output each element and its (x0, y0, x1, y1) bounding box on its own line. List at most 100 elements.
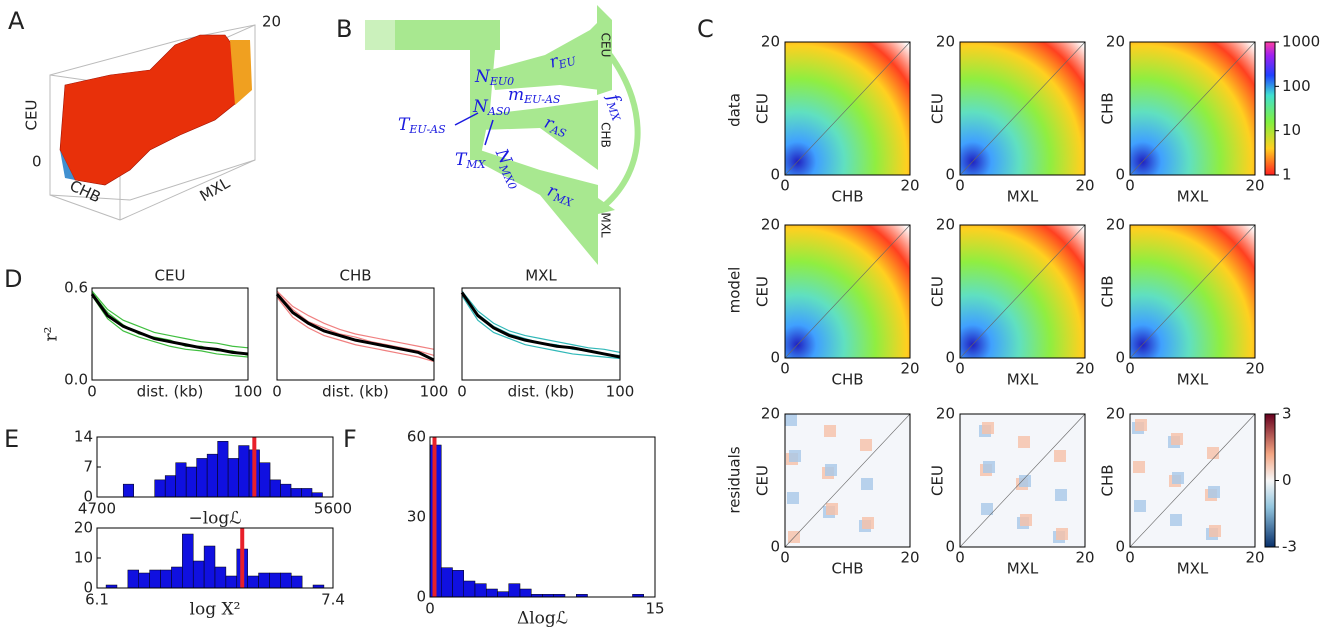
line-series (461, 293, 621, 357)
colorbar-tick-label: 3 (1282, 405, 1292, 423)
heatmap-cell (862, 517, 874, 529)
axes-frame (784, 413, 911, 548)
heatmap-cell (1171, 433, 1183, 445)
y-tick-label: 20 (761, 33, 780, 51)
x-axis-label: MXL (1177, 560, 1209, 578)
x-axis-label: CHB (831, 560, 863, 578)
y-tick-label: 0 (945, 166, 955, 184)
histogram-bar (259, 462, 271, 498)
x-axis-label: MXL (1177, 188, 1209, 206)
y-tick-label: 0 (945, 349, 955, 367)
chart-title: CHB (339, 267, 371, 285)
axes-frame (959, 413, 1086, 548)
line-series (90, 293, 249, 356)
histogram-bar (171, 566, 183, 589)
axes-frame (784, 224, 911, 359)
voxel-surface (230, 40, 252, 105)
panel-label: D (4, 265, 22, 293)
axis-label: 0 (32, 153, 42, 171)
heatmap-cell (1170, 514, 1182, 526)
x-axis-label: dist. (kb) (508, 383, 575, 401)
x-tick-label: 0 (457, 383, 467, 401)
y-tick-label: 20 (761, 216, 780, 234)
axes-frame (1129, 41, 1256, 176)
panel-label: E (4, 425, 19, 453)
y-tick-label: 0 (1115, 166, 1125, 184)
y-axis-label: CHB (1099, 92, 1117, 124)
param-subscript: AS0 (487, 105, 510, 118)
y-tick-label: 20 (936, 405, 955, 423)
row-label: data (726, 93, 744, 127)
x-axis-label: CHB (831, 188, 863, 206)
histogram-bar (206, 453, 218, 498)
parameter-label: rEU (547, 46, 578, 74)
histogram-bar (269, 479, 281, 498)
line-series (276, 290, 435, 350)
heatmap-cell (826, 503, 838, 515)
x-axis-label: MXL (1007, 371, 1039, 389)
y-axis-label: CEU (929, 93, 947, 124)
histogram-bar (122, 483, 134, 498)
row-label: residuals (726, 446, 744, 513)
x-axis-label: CHB (831, 371, 863, 389)
diagonal (784, 224, 911, 359)
heatmap-cell (983, 461, 995, 473)
heatmap-cell (1207, 447, 1219, 459)
axes-frame (96, 527, 334, 589)
parameter-label: TMX (455, 150, 487, 172)
param-symbol: N (472, 97, 489, 117)
axes-frame (1129, 413, 1256, 548)
histogram-bar (441, 567, 453, 598)
y-axis-label: CEU (929, 276, 947, 307)
y-tick-label: 10 (74, 549, 93, 567)
x-axis-label: MXL (1007, 188, 1039, 206)
axes-frame (1129, 224, 1256, 359)
histogram-bar (238, 445, 250, 498)
y-tick-label: 20 (761, 405, 780, 423)
colorbar-tick-label: 10 (1282, 121, 1301, 139)
x-tick-label: 0 (87, 383, 97, 401)
histogram-bar (290, 488, 302, 498)
x-tick-label: 0 (272, 383, 282, 401)
diagonal (1129, 413, 1256, 548)
heatmap-cell (1135, 419, 1147, 431)
heatmap-cell (1055, 489, 1067, 501)
histogram-bar (258, 572, 270, 589)
x-tick-label: 7.4 (321, 591, 345, 609)
x-tick-label: 20 (1245, 549, 1264, 567)
histogram-bar (203, 545, 216, 589)
line-series (461, 295, 621, 360)
voxel-surface (60, 150, 75, 180)
line-series (461, 290, 621, 353)
histogram-bar (301, 488, 313, 498)
histogram-bar (138, 572, 150, 589)
line-series (276, 296, 435, 363)
heatmap-cell (785, 414, 797, 426)
heatmap-cell (1209, 525, 1221, 537)
y-tick-label: 0 (1115, 349, 1125, 367)
histogram-bar (247, 575, 259, 589)
y-tick-label: 0 (770, 538, 780, 556)
heatmap-cell (1134, 500, 1146, 512)
y-tick-label: 0.6 (64, 279, 88, 297)
histogram-bar (280, 572, 292, 589)
histogram-bar (196, 458, 208, 498)
axes-frame (91, 287, 249, 381)
x-tick-label: 20 (1075, 549, 1094, 567)
histogram-bar (311, 492, 323, 498)
param-subscript: EU-AS (523, 93, 561, 106)
histogram-bar (149, 569, 161, 589)
population-label: CEU (599, 33, 613, 58)
heatmap-cell (1208, 486, 1220, 498)
heatmap-cell (1020, 514, 1032, 526)
axes-frame (96, 436, 334, 498)
histogram-bar (280, 483, 292, 498)
histogram-bar (497, 591, 509, 598)
histogram-bar (185, 466, 197, 498)
x-tick-label: 0 (1125, 549, 1135, 567)
x-axis-label: dist. (kb) (322, 383, 389, 401)
histogram-bar (160, 569, 172, 589)
y-axis-label: CHB (1099, 464, 1117, 496)
heatmap-cell (981, 503, 993, 515)
